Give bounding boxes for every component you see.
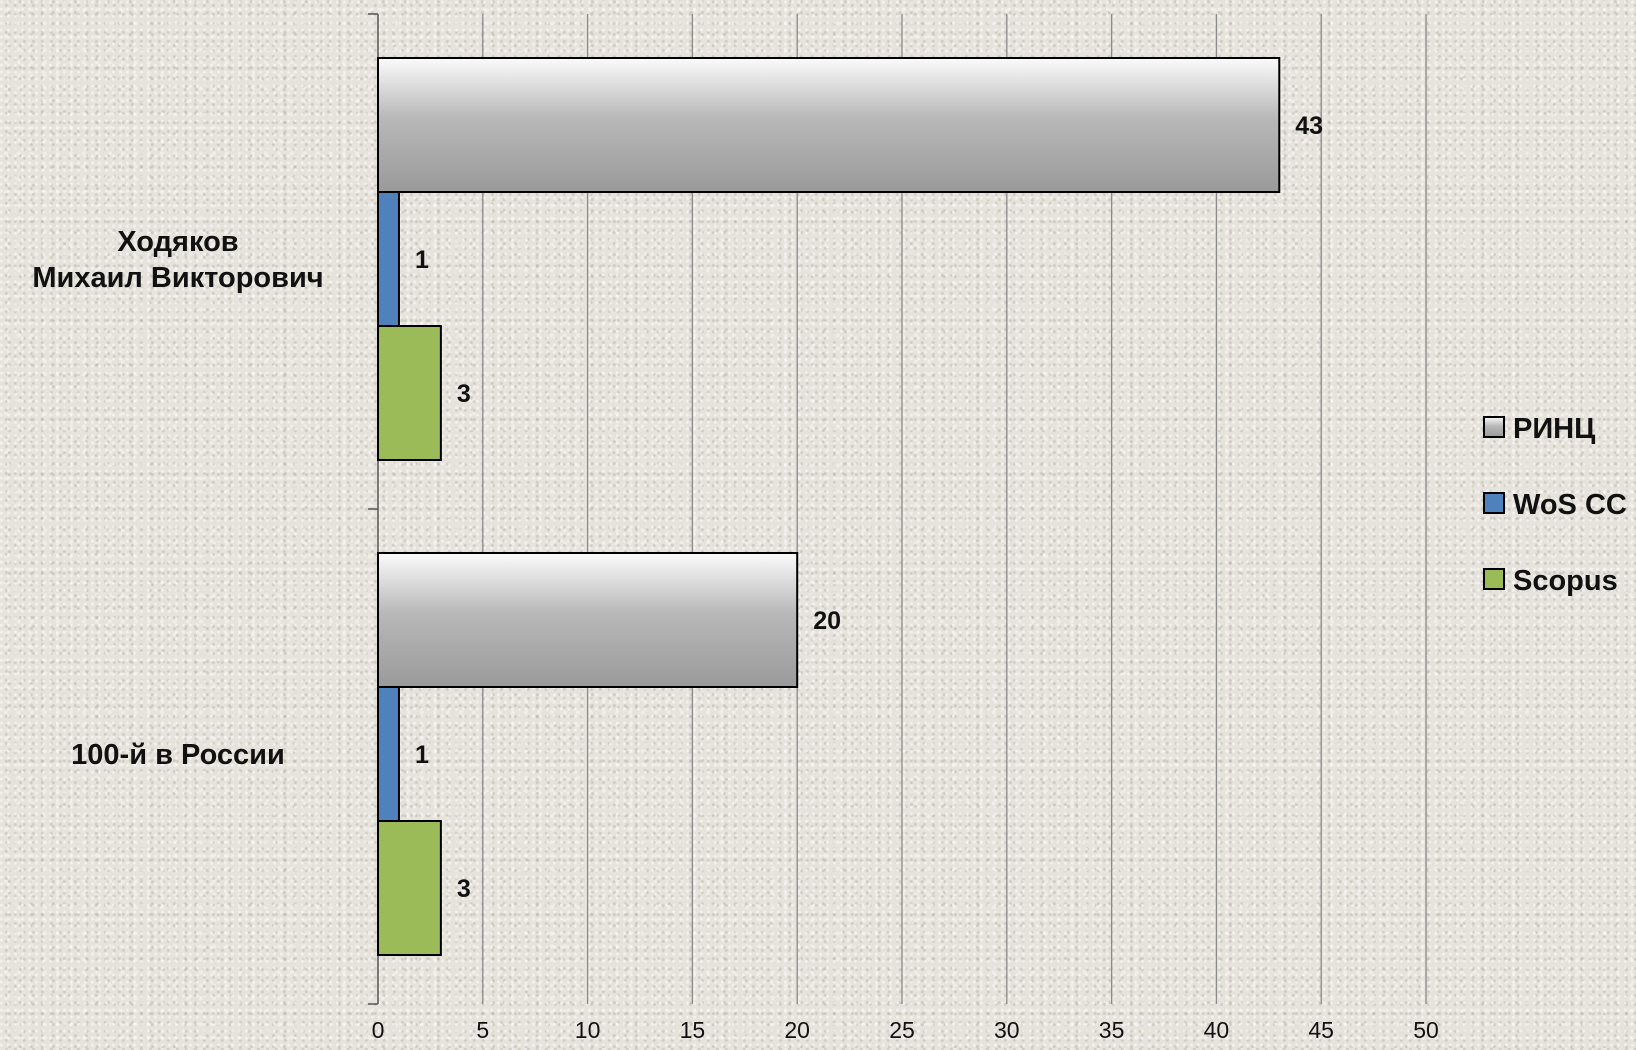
x-tick-label: 50	[1413, 1017, 1439, 1043]
bar[interactable]	[377, 325, 442, 461]
legend-label: WoS CC	[1513, 489, 1627, 521]
legend-label: Scopus	[1513, 565, 1618, 597]
legend: РИНЦ WoS CC Scopus	[1483, 413, 1627, 597]
bar[interactable]	[377, 57, 1281, 193]
data-label: 20	[813, 607, 841, 635]
bar[interactable]	[377, 686, 400, 822]
x-tick-label: 25	[889, 1017, 915, 1043]
legend-swatch	[1483, 492, 1505, 514]
bar[interactable]	[377, 191, 400, 327]
category-label-line: Ходяков	[117, 226, 238, 258]
x-tick-label: 20	[784, 1017, 810, 1043]
labels: 0 5 10 15 20 25 30 35 40 45 50 43 1 3 Ходяков Михаил Ви…	[32, 112, 1438, 1043]
legend-swatch	[1483, 568, 1505, 590]
category-label-line: Михаил Викторович	[32, 262, 323, 294]
legend-label: РИНЦ	[1513, 413, 1595, 445]
bar[interactable]	[377, 552, 799, 688]
x-tick-label: 0	[372, 1017, 385, 1043]
category-label: Ходяков Михаил Викторович	[32, 226, 323, 294]
data-label: 3	[457, 380, 471, 408]
category-label: 100-й в России	[71, 739, 285, 771]
x-tick-label: 30	[994, 1017, 1020, 1043]
x-tick-label: 35	[1099, 1017, 1125, 1043]
x-tick-label: 40	[1204, 1017, 1230, 1043]
category-label-line: 100-й в России	[71, 739, 285, 771]
legend-swatch	[1483, 416, 1505, 438]
x-tick-label: 45	[1308, 1017, 1334, 1043]
x-tick-label: 5	[476, 1017, 489, 1043]
data-label: 43	[1295, 112, 1323, 140]
bars	[377, 57, 1281, 956]
data-label: 1	[415, 246, 429, 274]
data-label: 1	[415, 741, 429, 769]
x-tick-label: 15	[680, 1017, 706, 1043]
bar[interactable]	[377, 820, 442, 956]
axes	[368, 13, 379, 1005]
data-label: 3	[457, 875, 471, 903]
x-tick-label: 10	[575, 1017, 601, 1043]
